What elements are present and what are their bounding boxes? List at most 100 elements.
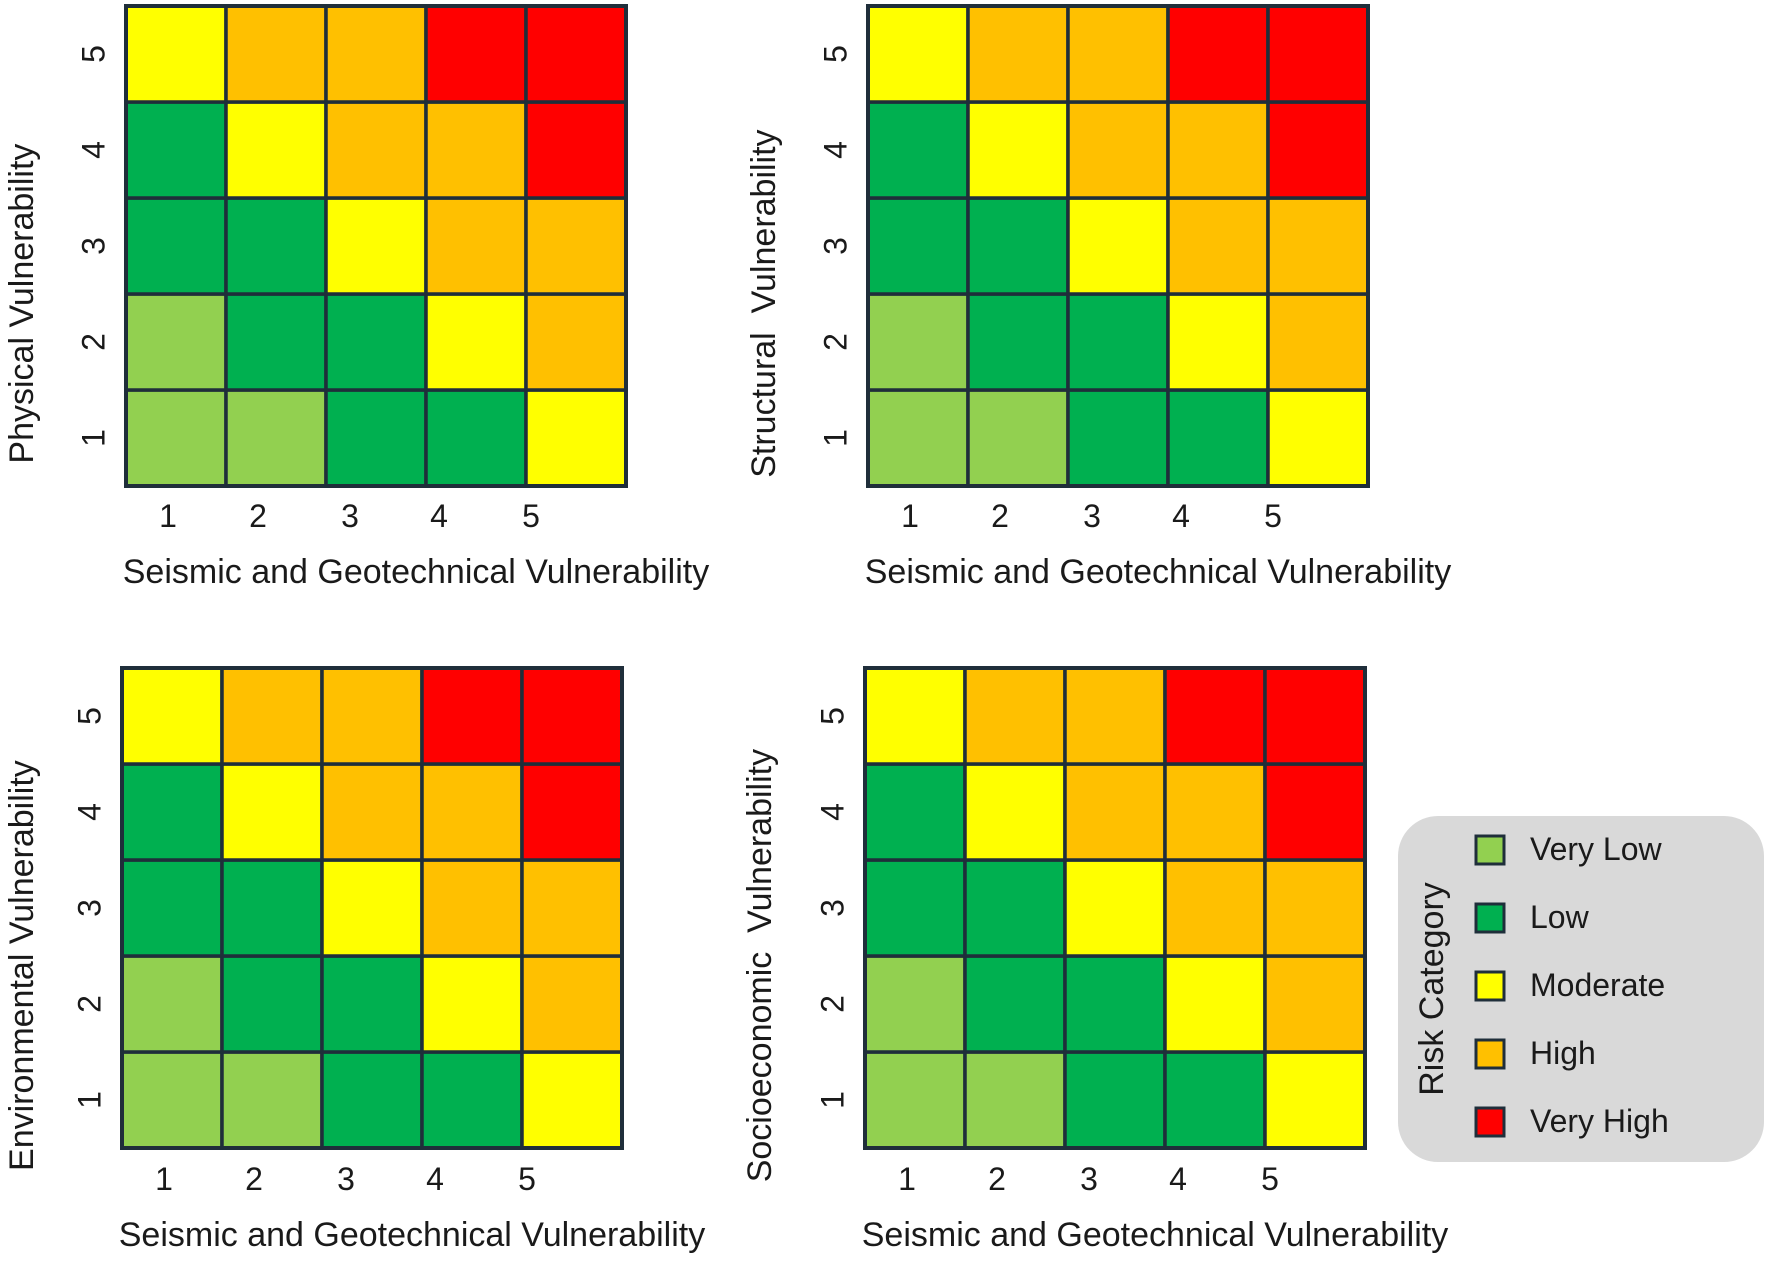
heatmap-cell-x4-y5 xyxy=(424,4,528,104)
heatmap-cell-x5-y3 xyxy=(1266,196,1370,296)
x-axis-title: Seismic and Geotechnical Vulnerability xyxy=(119,1216,705,1254)
x-tick-label: 3 xyxy=(341,498,359,534)
legend-item: High xyxy=(1474,1035,1596,1071)
heatmap-cell-x5-y4 xyxy=(520,762,624,862)
y-axis-title: Structural Vulnerability xyxy=(745,129,783,477)
heatmap-cell-x1-y4 xyxy=(863,762,967,862)
heatmap-cell-x5-y4 xyxy=(1263,762,1367,862)
y-tick-label: 5 xyxy=(71,707,107,725)
x-tick-label: 4 xyxy=(1169,1161,1187,1197)
y-tick-label: 1 xyxy=(814,1091,850,1109)
heatmap-cell-x4-y2 xyxy=(424,292,528,392)
y-tick-label: 4 xyxy=(814,803,850,821)
heatmap-cell-x5-y4 xyxy=(524,100,628,200)
y-tick-label: 4 xyxy=(71,803,107,821)
heatmap-cell-x5-y1 xyxy=(1266,388,1370,488)
legend-swatch xyxy=(1474,970,1506,1002)
heatmap-cell-x1-y3 xyxy=(863,858,967,958)
heatmap-cell-x2-y3 xyxy=(966,196,1070,296)
heatmap-cell-x4-y3 xyxy=(1166,196,1270,296)
x-axis-title: Seismic and Geotechnical Vulnerability xyxy=(123,553,709,591)
heatmap-cell-x3-y5 xyxy=(324,4,428,104)
x-tick-label: 5 xyxy=(1264,498,1282,534)
heatmap-cell-x3-y5 xyxy=(1063,666,1167,766)
heatmap-panels: 1 2 3 4 5 1 2 3 4 5 Seismic and Geotechnical Vulne… xyxy=(3,4,1451,1254)
heatmap-cell-x1-y1 xyxy=(863,1050,967,1150)
y-tick-label: 2 xyxy=(817,333,853,351)
heatmap-cell-x4-y3 xyxy=(424,196,528,296)
x-tick-label: 4 xyxy=(426,1161,444,1197)
heatmap-cell-x5-y1 xyxy=(524,388,628,488)
heatmap-cell-x3-y3 xyxy=(1066,196,1170,296)
heatmap-cell-x4-y3 xyxy=(420,858,524,958)
heatmap-cell-x3-y4 xyxy=(320,762,424,862)
heatmap-cell-x1-y5 xyxy=(124,4,228,104)
x-tick-label: 2 xyxy=(245,1161,263,1197)
heatmap-cell-x4-y4 xyxy=(1163,762,1267,862)
heatmap-cell-x4-y5 xyxy=(1163,666,1267,766)
heatmap-cell-x2-y1 xyxy=(966,388,1070,488)
heatmap-cell-x1-y1 xyxy=(866,388,970,488)
heatmap-cell-x4-y2 xyxy=(1166,292,1270,392)
heatmap-cell-x5-y4 xyxy=(1266,100,1370,200)
heatmap-cell-x1-y2 xyxy=(120,954,224,1054)
legend-item: Very High xyxy=(1474,1103,1669,1139)
heatmap-cell-x3-y1 xyxy=(1063,1050,1167,1150)
heatmap-cell-x1-y2 xyxy=(866,292,970,392)
x-tick-label: 5 xyxy=(518,1161,536,1197)
y-tick-label: 2 xyxy=(814,995,850,1013)
heatmap-cell-x5-y1 xyxy=(1263,1050,1367,1150)
x-tick-label: 1 xyxy=(898,1161,916,1197)
y-tick-label: 1 xyxy=(71,1091,107,1109)
heatmap-frame xyxy=(120,666,624,1150)
heatmap-cell-x2-y2 xyxy=(966,292,1070,392)
heatmap-cell-x1-y2 xyxy=(124,292,228,392)
heatmap-panel-4: 1 2 3 4 5 1 2 3 4 5 Seismic and Geotechnical Vulne… xyxy=(741,666,1448,1254)
heatmap-cell-x1-y3 xyxy=(120,858,224,958)
heatmap-panel-2: 1 2 3 4 5 1 2 3 4 5 Seismic and Geotechnical Vulne… xyxy=(745,4,1451,591)
heatmap-cell-x5-y3 xyxy=(524,196,628,296)
heatmap-cell-x2-y3 xyxy=(220,858,324,958)
legend-item: Low xyxy=(1474,899,1590,935)
heatmap-cell-x4-y4 xyxy=(420,762,524,862)
heatmap-cell-x4-y2 xyxy=(1163,954,1267,1054)
heatmap-cell-x3-y1 xyxy=(320,1050,424,1150)
heatmap-cell-x1-y4 xyxy=(866,100,970,200)
heatmap-cell-x2-y3 xyxy=(224,196,328,296)
legend: Risk Category Very LowLowModerateHighVer… xyxy=(1398,816,1764,1162)
heatmap-cell-x4-y1 xyxy=(420,1050,524,1150)
y-tick-label: 3 xyxy=(71,899,107,917)
heatmap-cell-x2-y2 xyxy=(963,954,1067,1054)
heatmap-cell-x5-y2 xyxy=(1263,954,1367,1054)
heatmap-cell-x2-y1 xyxy=(963,1050,1067,1150)
heatmap-cell-x5-y3 xyxy=(520,858,624,958)
heatmap-cell-x3-y3 xyxy=(320,858,424,958)
x-tick-label: 5 xyxy=(522,498,540,534)
heatmap-cell-x2-y4 xyxy=(966,100,1070,200)
x-tick-label: 3 xyxy=(1080,1161,1098,1197)
heatmap-cell-x1-y5 xyxy=(866,4,970,104)
y-tick-label: 3 xyxy=(814,899,850,917)
heatmap-cell-x4-y1 xyxy=(1166,388,1270,488)
heatmap-cell-x5-y5 xyxy=(1263,666,1367,766)
heatmap-cell-x3-y1 xyxy=(324,388,428,488)
y-tick-label: 3 xyxy=(75,237,111,255)
heatmap-cell-x2-y2 xyxy=(220,954,324,1054)
heatmap-cell-x1-y5 xyxy=(120,666,224,766)
heatmap-panel-3: 1 2 3 4 5 1 2 3 4 5 Seismic and Geotechnical Vulne… xyxy=(3,666,705,1254)
legend-label: Low xyxy=(1530,899,1590,935)
heatmap-frame xyxy=(124,4,628,488)
legend-item: Moderate xyxy=(1474,967,1665,1003)
heatmap-frame xyxy=(863,666,1367,1150)
x-tick-label: 3 xyxy=(337,1161,355,1197)
heatmap-cell-x1-y1 xyxy=(120,1050,224,1150)
heatmap-cell-x3-y3 xyxy=(324,196,428,296)
heatmap-cell-x2-y2 xyxy=(224,292,328,392)
legend-label: Very High xyxy=(1530,1103,1669,1139)
x-axis-title: Seismic and Geotechnical Vulnerability xyxy=(865,553,1451,591)
x-tick-label: 4 xyxy=(1172,498,1190,534)
heatmap-cell-x5-y5 xyxy=(520,666,624,766)
heatmap-cell-x4-y1 xyxy=(1163,1050,1267,1150)
heatmap-cell-x3-y5 xyxy=(320,666,424,766)
y-axis-title: Physical Vulnerability xyxy=(3,144,41,464)
